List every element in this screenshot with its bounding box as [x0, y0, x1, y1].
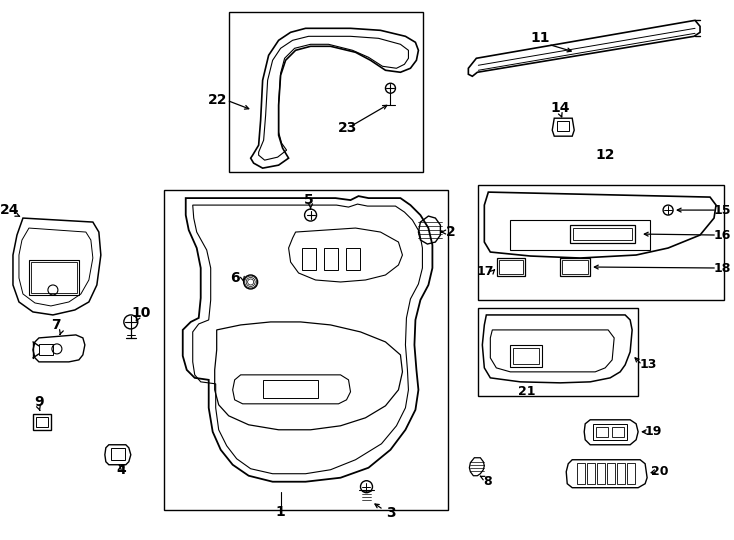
- Text: 13: 13: [639, 359, 657, 372]
- Text: 15: 15: [713, 204, 731, 217]
- Text: 12: 12: [595, 148, 615, 162]
- Text: 24: 24: [0, 203, 20, 217]
- Bar: [560, 258, 590, 276]
- Text: 16: 16: [713, 228, 731, 241]
- Bar: [510, 220, 650, 250]
- Text: 20: 20: [651, 465, 669, 478]
- Bar: [597, 463, 605, 484]
- Bar: [263, 380, 318, 398]
- Bar: [513, 348, 539, 364]
- Bar: [31, 262, 77, 293]
- Text: 21: 21: [517, 386, 535, 399]
- Bar: [479, 308, 638, 396]
- Bar: [346, 248, 360, 270]
- Bar: [607, 463, 615, 484]
- Text: 11: 11: [531, 31, 550, 45]
- Bar: [499, 260, 523, 274]
- Bar: [510, 345, 542, 367]
- Bar: [596, 427, 608, 437]
- Bar: [617, 463, 625, 484]
- Text: 8: 8: [483, 475, 492, 488]
- Bar: [562, 260, 588, 274]
- Bar: [577, 463, 585, 484]
- Bar: [612, 427, 624, 437]
- Bar: [479, 185, 724, 300]
- Bar: [39, 344, 53, 355]
- Bar: [573, 228, 632, 240]
- Bar: [557, 121, 570, 131]
- Text: 5: 5: [304, 193, 313, 207]
- Bar: [164, 190, 448, 510]
- Bar: [587, 463, 595, 484]
- Text: 9: 9: [34, 395, 44, 409]
- Bar: [229, 12, 424, 172]
- Bar: [627, 463, 635, 484]
- Text: 3: 3: [385, 505, 396, 519]
- Text: 18: 18: [713, 261, 731, 274]
- Bar: [302, 248, 316, 270]
- Text: 14: 14: [550, 101, 570, 115]
- Bar: [33, 414, 51, 430]
- Text: 7: 7: [51, 318, 61, 332]
- Text: 10: 10: [131, 306, 150, 320]
- Text: 2: 2: [446, 225, 455, 239]
- Bar: [593, 424, 627, 440]
- Bar: [36, 417, 48, 427]
- Text: 19: 19: [644, 426, 662, 438]
- Text: 6: 6: [230, 271, 239, 285]
- Text: 23: 23: [338, 121, 357, 135]
- Text: 4: 4: [116, 463, 126, 477]
- Bar: [29, 260, 79, 295]
- Text: 1: 1: [276, 505, 286, 519]
- Text: 22: 22: [208, 93, 228, 107]
- Bar: [111, 448, 125, 460]
- Text: 17: 17: [476, 266, 494, 279]
- Bar: [570, 225, 635, 243]
- Bar: [498, 258, 526, 276]
- Bar: [324, 248, 338, 270]
